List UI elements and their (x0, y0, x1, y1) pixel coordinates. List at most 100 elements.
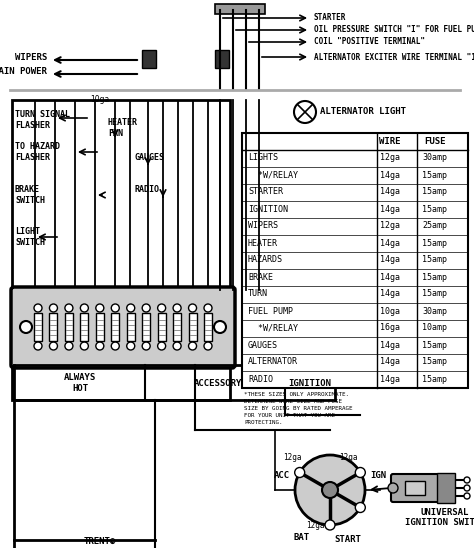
Bar (142, 50, 156, 68)
Circle shape (388, 483, 398, 493)
Text: TO HAZARD
FLASHER: TO HAZARD FLASHER (15, 142, 60, 162)
Bar (405, 481, 425, 495)
Bar (215, 50, 229, 68)
Text: RADIO: RADIO (248, 374, 273, 384)
Circle shape (96, 304, 104, 312)
Bar (437, 473, 455, 503)
Circle shape (65, 304, 73, 312)
Circle shape (111, 342, 119, 350)
Text: 12ga: 12ga (306, 521, 324, 530)
Text: 15amp: 15amp (422, 255, 447, 265)
Circle shape (173, 304, 181, 312)
Text: RADIO: RADIO (135, 186, 160, 195)
Text: 12ga: 12ga (380, 221, 400, 231)
Text: STARTER: STARTER (314, 14, 346, 22)
Circle shape (49, 304, 57, 312)
Circle shape (20, 321, 32, 333)
Bar (127, 313, 135, 341)
Text: ALTERNATOR: ALTERNATOR (248, 357, 298, 367)
Text: OIL PRESSURE SWITCH "I" FOR FUEL PUMP: OIL PRESSURE SWITCH "I" FOR FUEL PUMP (314, 26, 474, 35)
Text: *W/RELAY: *W/RELAY (248, 170, 298, 180)
Text: START: START (335, 535, 362, 544)
Bar (49, 313, 57, 341)
Circle shape (158, 304, 165, 312)
Text: IGNITION: IGNITION (289, 379, 331, 387)
Circle shape (464, 477, 470, 483)
Text: 12ga: 12ga (380, 153, 400, 163)
Text: ACCESSORY: ACCESSORY (194, 379, 242, 387)
Bar (111, 313, 119, 341)
Circle shape (96, 342, 104, 350)
Circle shape (356, 503, 365, 512)
Text: 16ga: 16ga (380, 323, 400, 333)
Circle shape (81, 304, 88, 312)
Circle shape (325, 520, 335, 530)
Bar (204, 313, 212, 341)
Bar (242, 133, 468, 388)
Text: ACC: ACC (274, 471, 290, 481)
Text: 15amp: 15amp (422, 204, 447, 214)
Text: 30amp: 30amp (422, 306, 447, 316)
Circle shape (204, 304, 212, 312)
Text: UNIVERSAL
IGNITION SWITCH: UNIVERSAL IGNITION SWITCH (405, 508, 474, 527)
Text: 15amp: 15amp (422, 272, 447, 282)
Circle shape (294, 101, 316, 123)
Text: 15amp: 15amp (422, 340, 447, 350)
Text: TRENT©: TRENT© (84, 536, 116, 545)
Text: 14ga: 14ga (380, 187, 400, 197)
Circle shape (158, 342, 165, 350)
Circle shape (356, 467, 365, 477)
Text: HEATER: HEATER (248, 238, 278, 248)
Text: 14ga: 14ga (380, 374, 400, 384)
Circle shape (214, 321, 226, 333)
Text: BAT: BAT (294, 533, 310, 542)
Text: ALTERNATOR EXCITER WIRE TERMINAL "1": ALTERNATOR EXCITER WIRE TERMINAL "1" (314, 53, 474, 61)
Text: HEATER
FAN: HEATER FAN (108, 118, 138, 138)
Bar (158, 313, 165, 341)
Text: *THESE SIZES ONLY APPROXIMATE.
DETERMINE WIRE SIZE AND FUSE
SIZE BY GOING BY RAT: *THESE SIZES ONLY APPROXIMATE. DETERMINE… (244, 392, 353, 425)
Circle shape (49, 342, 57, 350)
Text: BRAKE: BRAKE (248, 272, 273, 282)
Text: 12ga: 12ga (339, 453, 357, 462)
Text: WIPERS: WIPERS (15, 54, 47, 62)
Text: 14ga: 14ga (380, 204, 400, 214)
Circle shape (65, 342, 73, 350)
Circle shape (295, 467, 305, 477)
Bar (65, 313, 73, 341)
Text: LIGHTS: LIGHTS (248, 153, 278, 163)
Circle shape (142, 304, 150, 312)
Text: 15amp: 15amp (422, 170, 447, 180)
Text: TURN: TURN (248, 289, 268, 299)
Text: ALWAYS
HOT: ALWAYS HOT (64, 373, 96, 393)
Text: 30amp: 30amp (422, 153, 447, 163)
Text: 10ga: 10ga (91, 95, 109, 104)
Circle shape (81, 342, 88, 350)
Text: FUSE: FUSE (424, 136, 446, 146)
Text: GAUGES: GAUGES (135, 152, 165, 162)
Circle shape (189, 304, 197, 312)
Circle shape (127, 342, 135, 350)
Text: 10amp: 10amp (422, 323, 447, 333)
Bar (12, 100, 230, 400)
Text: WIRE: WIRE (379, 136, 401, 146)
Circle shape (204, 342, 212, 350)
Text: LIGHT
SWITCH: LIGHT SWITCH (15, 227, 45, 247)
Circle shape (111, 304, 119, 312)
Text: 25amp: 25amp (422, 221, 447, 231)
Text: HAZARDS: HAZARDS (248, 255, 283, 265)
Text: STARTER: STARTER (248, 187, 283, 197)
Text: TO MAIN POWER: TO MAIN POWER (0, 67, 47, 77)
Text: 14ga: 14ga (380, 255, 400, 265)
Circle shape (295, 455, 365, 525)
Text: TURN SIGNAL
FLASHER: TURN SIGNAL FLASHER (15, 110, 70, 130)
Text: 10ga: 10ga (380, 306, 400, 316)
Text: 14ga: 14ga (380, 170, 400, 180)
FancyBboxPatch shape (391, 474, 439, 502)
Bar (142, 313, 150, 341)
Text: BRAKE
SWITCH: BRAKE SWITCH (15, 185, 45, 205)
Text: *W/RELAY: *W/RELAY (248, 323, 298, 333)
Circle shape (189, 342, 197, 350)
Circle shape (464, 485, 470, 491)
Text: 14ga: 14ga (380, 357, 400, 367)
Circle shape (173, 342, 181, 350)
